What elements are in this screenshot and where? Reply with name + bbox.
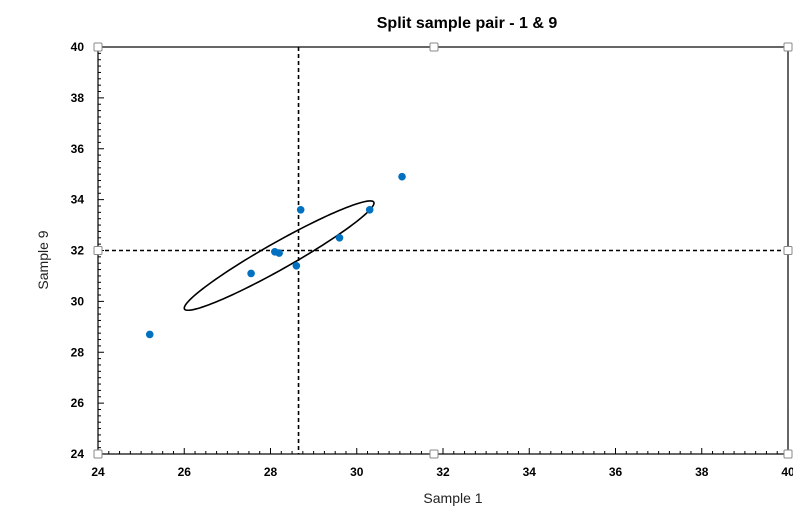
x-tick-label: 26 xyxy=(178,465,192,479)
y-tick-label: 26 xyxy=(71,396,85,410)
resize-handle[interactable] xyxy=(429,449,439,459)
y-tick-label: 28 xyxy=(71,345,85,359)
y-tick-label: 30 xyxy=(71,294,85,308)
data-point xyxy=(247,269,255,278)
y-axis-label: Sample 9 xyxy=(35,230,51,289)
data-points xyxy=(145,172,406,339)
resize-handle[interactable] xyxy=(783,42,793,52)
y-tick-label: 34 xyxy=(71,193,85,207)
x-tick-label: 32 xyxy=(436,465,450,479)
x-tick-label: 34 xyxy=(523,465,537,479)
y-tick-label: 40 xyxy=(71,40,85,54)
resize-handle[interactable] xyxy=(429,42,439,52)
x-tick-label: 36 xyxy=(609,465,623,479)
resize-handle[interactable] xyxy=(783,449,793,459)
y-tick-label: 38 xyxy=(71,91,85,105)
resize-handle[interactable] xyxy=(93,246,103,255)
data-point xyxy=(365,206,374,214)
resize-handle[interactable] xyxy=(783,246,793,255)
x-tick-label: 40 xyxy=(781,465,793,479)
plot-area xyxy=(97,46,789,455)
y-tick-label: 36 xyxy=(71,142,85,156)
axis-ticks: 24 26 28 30 32 34 36 38 40 24 26 28 30 32 34 36 38 40 xyxy=(71,40,793,479)
data-point xyxy=(292,261,301,270)
x-tick-label: 30 xyxy=(350,465,364,479)
data-point xyxy=(145,330,154,339)
x-tick-label: 38 xyxy=(695,465,709,479)
data-point xyxy=(275,249,283,257)
x-tick-label: 28 xyxy=(264,465,278,479)
selection-handles[interactable] xyxy=(93,42,793,459)
y-tick-label: 24 xyxy=(71,447,85,461)
resize-handle[interactable] xyxy=(93,42,103,52)
data-point xyxy=(335,233,344,242)
resize-handle[interactable] xyxy=(93,449,103,459)
x-axis-label: Sample 1 xyxy=(423,490,482,506)
y-tick-label: 32 xyxy=(71,244,85,258)
data-point xyxy=(296,206,305,214)
chart-title: Split sample pair - 1 & 9 xyxy=(377,15,558,32)
x-tick-label: 24 xyxy=(91,465,105,479)
confidence-ellipse xyxy=(183,200,375,312)
data-point xyxy=(398,172,406,181)
